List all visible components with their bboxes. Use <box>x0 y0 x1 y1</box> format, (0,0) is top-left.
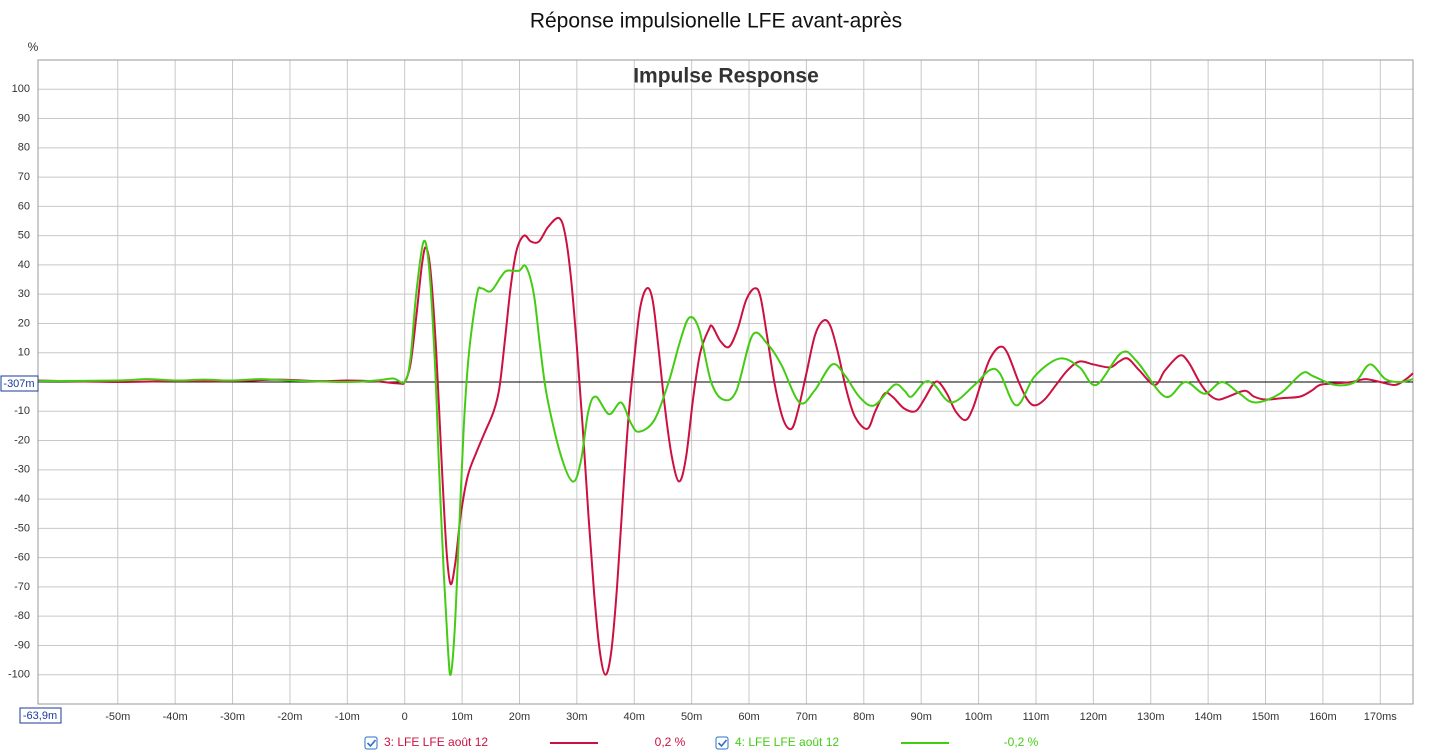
grid <box>38 60 1413 704</box>
legend-checkbox[interactable] <box>715 736 729 750</box>
chart-title: Réponse impulsionelle LFE avant-après <box>530 10 902 33</box>
x-tick-label: -20m <box>277 711 302 723</box>
y-tick-label: 40 <box>18 259 30 271</box>
x-tick-label: -30m <box>220 711 245 723</box>
x-tick-label: 150m <box>1252 711 1280 723</box>
x-tick-label: 0 <box>402 711 408 723</box>
legend-value: -0,2 % <box>1004 735 1039 749</box>
x-tick-label: 110m <box>1023 711 1050 723</box>
x-tick-label: 170ms <box>1364 711 1398 723</box>
legend: 3: LFE LFE août 12 0,2 % 4: LFE LFE août 1… <box>364 735 1039 750</box>
legend-label: 4: LFE LFE août 12 <box>735 735 839 749</box>
y-tick-label: -40 <box>14 493 30 505</box>
x-tick-label: -50m <box>105 711 130 723</box>
y-tick-label: 70 <box>18 171 30 183</box>
y-tick-label: 30 <box>18 288 30 300</box>
x-tick-label: 50m <box>681 711 702 723</box>
x-tick-label: 120m <box>1080 711 1108 723</box>
y-tick-label: 50 <box>18 230 30 242</box>
series-line <box>37 239 1414 676</box>
x-tick-label: 90m <box>910 711 931 723</box>
y-tick-label: -100 <box>8 669 30 681</box>
x-tick-label: 80m <box>853 711 874 723</box>
x-tick-label: 30m <box>566 711 587 723</box>
x-tick-label: 60m <box>738 711 759 723</box>
y-tick-label: 20 <box>18 317 30 329</box>
cursor-y-label: -307m <box>3 378 34 390</box>
y-tick-label: -60 <box>14 552 30 564</box>
checkmark[interactable] <box>717 739 728 748</box>
x-tick-label: 130m <box>1137 711 1165 723</box>
y-tick-label: -10 <box>14 405 30 417</box>
x-tick-label: 40m <box>624 711 645 723</box>
y-tick-label: -70 <box>14 581 30 593</box>
x-tick-label: -40m <box>163 711 188 723</box>
plot <box>37 216 1414 676</box>
y-tick-label: -90 <box>14 639 30 651</box>
x-tick-label: 10m <box>451 711 472 723</box>
x-tick-label: 160m <box>1309 711 1337 723</box>
cursor-box <box>0 375 39 392</box>
legend-label: 3: LFE LFE août 12 <box>384 735 488 749</box>
checkbox[interactable] <box>364 736 378 750</box>
checkmark[interactable] <box>366 739 377 748</box>
x-tick-label: -10m <box>335 711 360 723</box>
x-tick-label: 70m <box>796 711 817 723</box>
series-line <box>37 216 1414 676</box>
y-tick-label: 100 <box>12 83 30 95</box>
y-tick-label: 90 <box>18 112 30 124</box>
cursor-box <box>19 707 62 724</box>
checkbox[interactable] <box>715 736 729 750</box>
y-tick-label: -80 <box>14 610 30 622</box>
y-tick-label: 10 <box>18 347 30 359</box>
cursor-x-label: -63,9m <box>23 710 57 722</box>
x-tick-label: 20m <box>509 711 530 723</box>
y-tick-label: -50 <box>14 522 30 534</box>
legend-value: 0,2 % <box>655 735 686 749</box>
y-tick-label: -30 <box>14 464 30 476</box>
x-tick-label: 140m <box>1194 711 1222 723</box>
y-tick-label: -20 <box>14 434 30 446</box>
y-axis-label: % <box>28 40 39 54</box>
legend-checkbox[interactable] <box>364 736 378 750</box>
chart-subtitle: Impulse Response <box>633 65 819 88</box>
x-tick-label: 100m <box>965 711 993 723</box>
y-tick-label: 60 <box>18 200 30 212</box>
y-tick-label: 80 <box>18 142 30 154</box>
